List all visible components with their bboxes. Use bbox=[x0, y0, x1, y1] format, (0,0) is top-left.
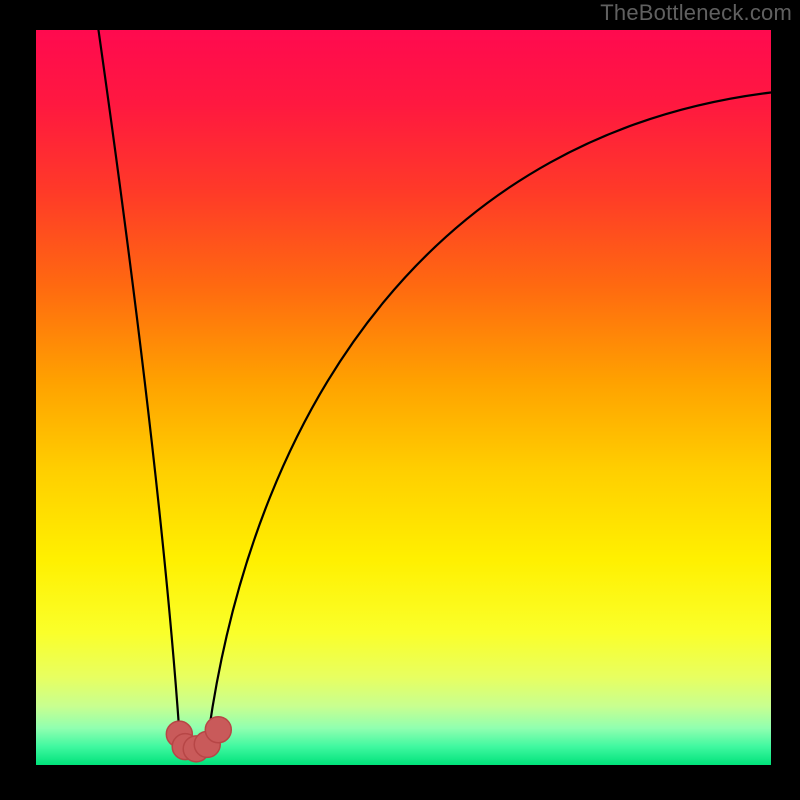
data-marker bbox=[205, 717, 231, 743]
plot-area bbox=[36, 30, 771, 765]
watermark-text: TheBottleneck.com bbox=[600, 0, 792, 26]
chart-frame bbox=[0, 0, 800, 800]
chart-svg bbox=[36, 30, 771, 765]
